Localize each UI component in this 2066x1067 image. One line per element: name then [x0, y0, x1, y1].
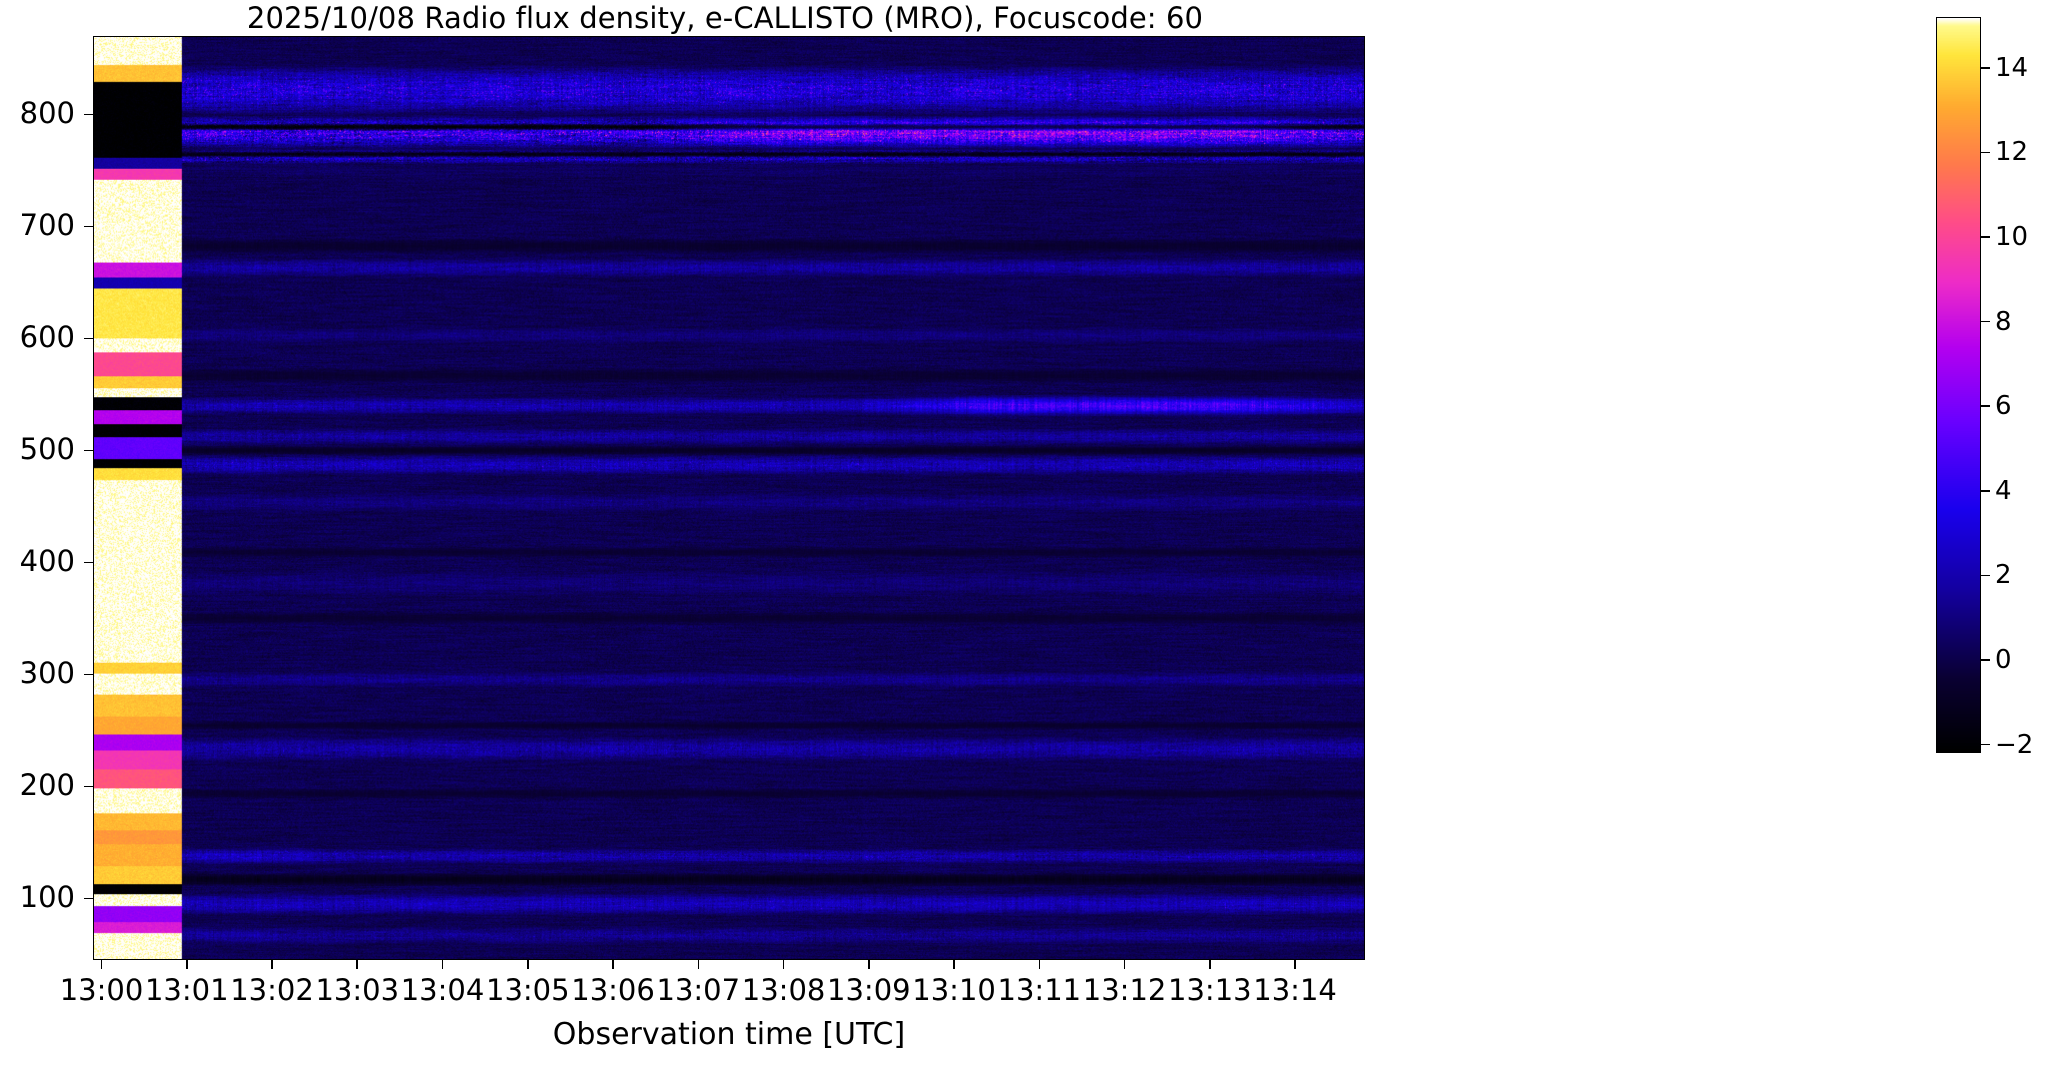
x-tick-mark	[1123, 960, 1126, 969]
colorbar-tick-label: −2	[1995, 729, 2034, 760]
colorbar-tick-label: 10	[1995, 221, 2029, 252]
y-tick-mark	[84, 673, 93, 676]
x-tick-mark	[1294, 960, 1296, 969]
x-axis-label: Observation time [UTC]	[552, 1016, 906, 1052]
colorbar-tick-label: 0	[1995, 644, 2012, 675]
x-tick-label: 13:06	[571, 973, 655, 1007]
x-tick-label: 13:09	[827, 973, 911, 1007]
colorbar-tick-label: 4	[1995, 475, 2012, 506]
x-tick-label: 13:12	[1082, 973, 1167, 1007]
colorbar-tick-mark	[1981, 489, 1990, 492]
colorbar-tick-label: 6	[1995, 391, 2012, 422]
colorbar-tick-mark	[1981, 320, 1990, 323]
x-tick-label: 13:04	[400, 973, 485, 1007]
y-tick-label: 100	[19, 880, 75, 915]
colorbar-tick-label: 14	[1995, 52, 2029, 83]
x-tick-label: 13:03	[315, 973, 400, 1007]
colorbar-tick-mark	[1981, 151, 1990, 154]
x-tick-mark	[185, 960, 188, 969]
y-tick-label: 700	[19, 208, 75, 243]
x-tick-label: 13:13	[1168, 973, 1252, 1007]
colorbar-tick-mark	[1981, 659, 1990, 661]
colorbar-tick-mark	[1981, 66, 1990, 69]
y-tick-label: 400	[19, 544, 75, 579]
figure-title: 2025/10/08 Radio flux density, e-CALLIST…	[246, 1, 1204, 35]
x-tick-mark	[441, 960, 444, 969]
colorbar-tick-mark	[1981, 236, 1990, 238]
x-tick-mark	[782, 960, 785, 969]
x-tick-label: 13:00	[59, 973, 144, 1007]
y-tick-mark	[84, 785, 93, 788]
x-tick-label: 13:10	[912, 973, 996, 1007]
colorbar-tick-mark	[1981, 574, 1990, 577]
y-tick-label: 500	[19, 432, 75, 467]
spectrogram-canvas[interactable]	[94, 37, 1364, 959]
x-tick-mark	[271, 960, 273, 969]
colorbar-canvas	[1937, 18, 1980, 752]
y-axis-label: Frequency [MHz]	[0, 0, 28, 108]
colorbar-tick-mark	[1981, 405, 1990, 407]
y-tick-mark	[84, 449, 93, 452]
colorbar-tick-mark	[1981, 743, 1990, 746]
x-tick-mark	[697, 960, 700, 969]
x-tick-label: 13:05	[486, 973, 570, 1007]
x-tick-mark	[356, 960, 359, 969]
x-tick-label: 13:02	[230, 973, 314, 1007]
y-tick-mark	[84, 113, 93, 116]
x-tick-mark	[953, 960, 955, 969]
colorbar[interactable]	[1936, 17, 1981, 753]
colorbar-tick-label: 2	[1995, 560, 2012, 591]
spectrogram-plot-area[interactable]	[93, 36, 1365, 960]
y-tick-label: 600	[19, 320, 75, 355]
y-tick-label: 200	[19, 768, 75, 803]
x-tick-label: 13:08	[741, 973, 826, 1007]
x-tick-mark	[612, 960, 614, 969]
x-tick-mark	[868, 960, 870, 969]
colorbar-tick-label: 8	[1995, 306, 2012, 337]
x-tick-mark	[1209, 960, 1211, 969]
x-tick-label: 13:07	[656, 973, 741, 1007]
x-tick-mark	[1038, 960, 1041, 969]
y-tick-label: 800	[19, 96, 75, 131]
colorbar-tick-label: 12	[1995, 137, 2029, 168]
x-tick-label: 13:14	[1253, 973, 1337, 1007]
x-tick-mark	[100, 960, 103, 969]
x-tick-label: 13:11	[997, 973, 1082, 1007]
x-tick-mark	[526, 960, 529, 969]
y-tick-mark	[84, 897, 93, 900]
y-tick-mark	[84, 337, 93, 340]
y-tick-mark	[84, 225, 93, 228]
y-tick-label: 300	[19, 656, 75, 691]
y-tick-mark	[84, 561, 93, 564]
x-tick-label: 13:01	[144, 973, 229, 1007]
